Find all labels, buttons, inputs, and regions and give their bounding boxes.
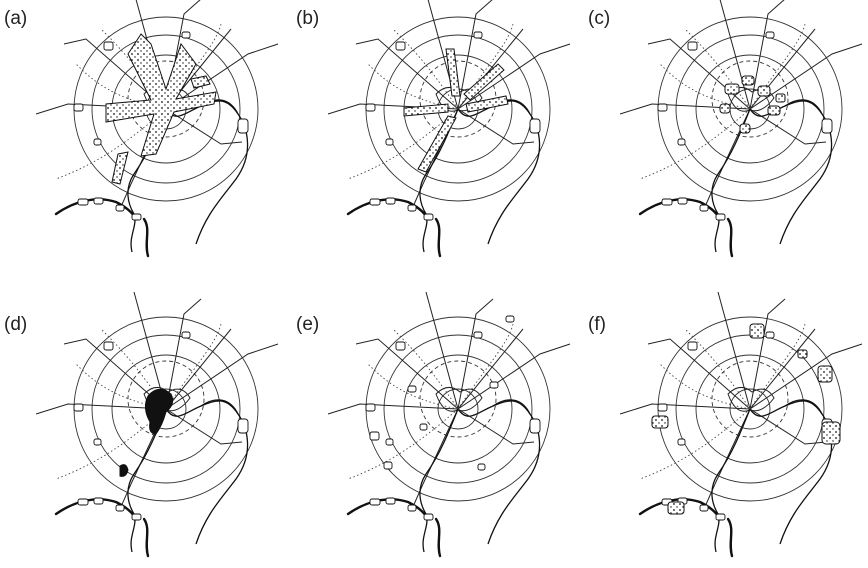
panel-e: (e) — [296, 290, 572, 558]
panel-f: (f) — [588, 290, 864, 558]
panel-b: (b) — [296, 0, 572, 258]
panel-c: (c) — [588, 0, 864, 258]
panel-c-label: (c) — [588, 8, 610, 29]
panel-f-label: (f) — [588, 314, 606, 335]
panel-a: (a) — [4, 0, 280, 258]
panel-d-map — [34, 290, 280, 558]
panel-a-label: (a) — [4, 8, 27, 29]
panel-b-label: (b) — [296, 8, 319, 29]
panel-c-map — [618, 0, 864, 258]
panel-e-map — [326, 290, 572, 558]
panel-e-label: (e) — [296, 314, 319, 335]
panel-b-map — [326, 0, 572, 258]
panel-f-map — [618, 290, 864, 558]
panel-d: (d) — [4, 290, 280, 558]
panel-a-map — [34, 0, 280, 258]
panel-d-label: (d) — [4, 314, 27, 335]
